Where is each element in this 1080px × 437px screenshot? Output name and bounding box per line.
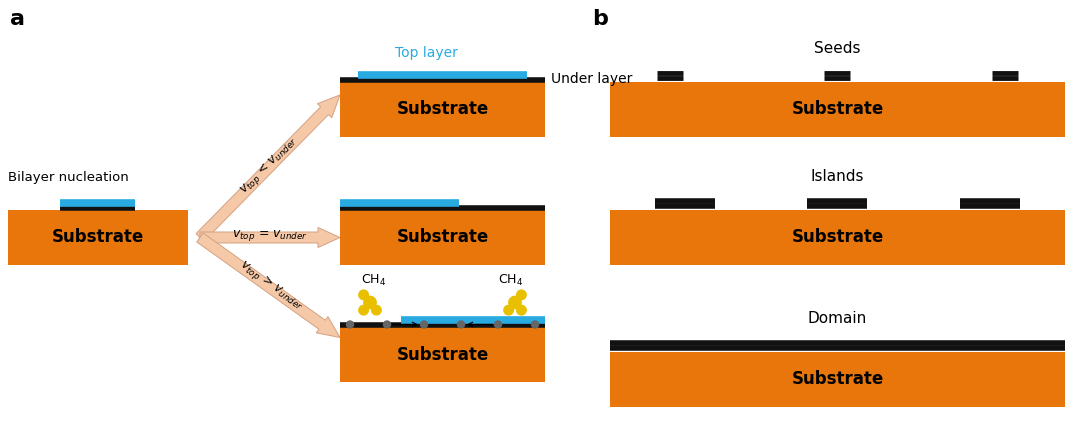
Text: $v_\mathregular{top}$ = $v_\mathregular{under}$: $v_\mathregular{top}$ = $v_\mathregular{… [232,228,308,243]
Circle shape [516,305,526,315]
Text: Substrate: Substrate [396,229,488,246]
Bar [340,82,545,137]
Text: Substrate: Substrate [792,101,883,118]
Circle shape [504,305,513,315]
Circle shape [509,296,522,309]
Polygon shape [197,95,340,241]
Text: Under layer: Under layer [551,72,633,86]
Text: Substrate: Substrate [396,346,488,364]
Polygon shape [197,233,340,337]
Circle shape [516,290,526,300]
Text: Substrate: Substrate [792,371,883,388]
Text: Seeds: Seeds [814,41,861,56]
Circle shape [420,321,428,328]
Circle shape [347,321,353,328]
Circle shape [359,305,368,315]
Bar [610,352,1065,407]
Text: Substrate: Substrate [396,101,488,118]
Text: Top layer: Top layer [394,46,458,60]
Text: Bilayer nucleation: Bilayer nucleation [8,171,129,184]
Text: a: a [10,9,25,29]
Circle shape [359,290,368,300]
Text: Substrate: Substrate [52,229,144,246]
Bar [340,210,545,265]
Text: $v_\mathregular{top}$ < $v_\mathregular{under}$: $v_\mathregular{top}$ < $v_\mathregular{… [237,132,301,198]
Text: b: b [592,9,608,29]
Text: Substrate: Substrate [792,229,883,246]
Text: CH$_4$: CH$_4$ [362,274,387,288]
Text: Domain: Domain [808,311,867,326]
Polygon shape [200,228,340,247]
Bar [340,327,545,382]
Text: Islands: Islands [811,169,864,184]
Text: CH$_4$: CH$_4$ [498,274,524,288]
Bar [610,82,1065,137]
Circle shape [383,321,391,328]
Circle shape [531,321,539,328]
Circle shape [372,305,381,315]
Circle shape [364,296,376,309]
Circle shape [495,321,501,328]
Bar [610,210,1065,265]
Bar [8,210,188,265]
Text: $v_\mathregular{top}$ > $v_\mathregular{under}$: $v_\mathregular{top}$ > $v_\mathregular{… [235,257,307,315]
Circle shape [458,321,464,328]
